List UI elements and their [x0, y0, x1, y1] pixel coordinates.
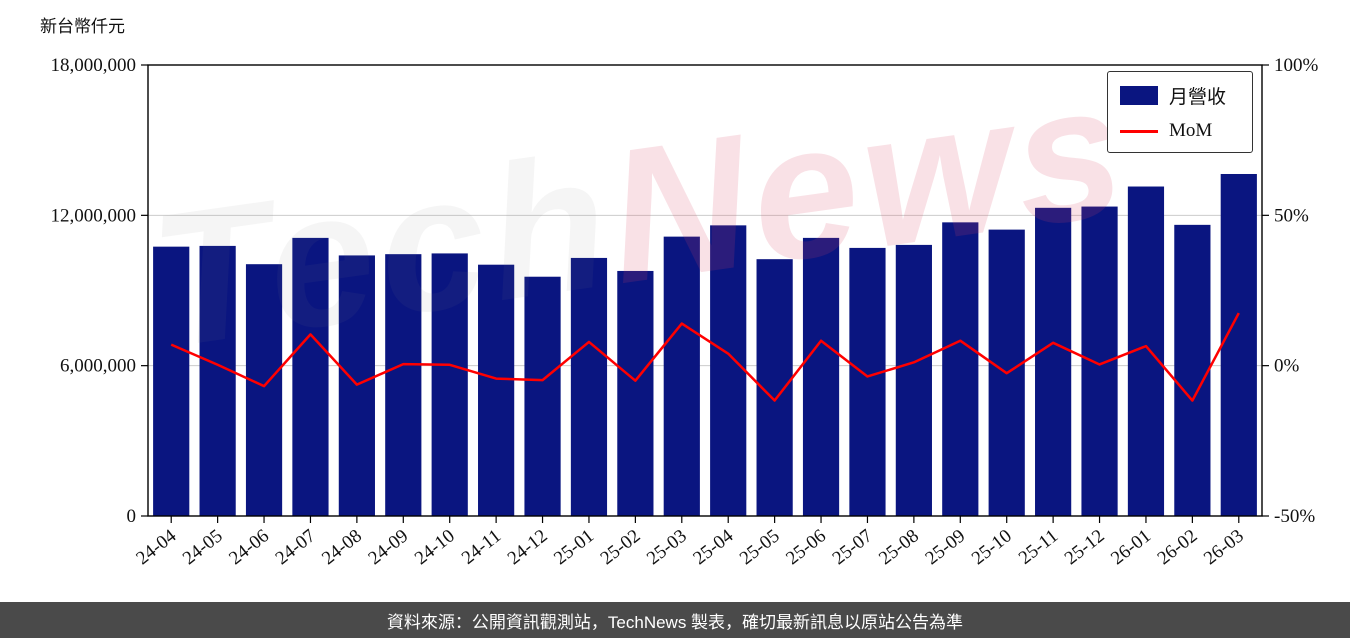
revenue-bar [1174, 224, 1211, 517]
revenue-bar [385, 254, 422, 517]
y-right-tick-label: 0% [1274, 356, 1300, 377]
mom-line [170, 312, 1240, 402]
x-tick-label: 25-02 [597, 525, 645, 569]
legend-row-revenue: 月營收 [1120, 82, 1240, 109]
x-tick-label: 25-10 [968, 525, 1016, 569]
footer-bar: 資料來源：公開資訊觀測站，TechNews 製表，確切最新訊息以原站公告為準 [0, 602, 1350, 638]
x-tick-label: 25-06 [782, 525, 830, 569]
y-right-tick-label: 100% [1274, 55, 1319, 76]
x-tick-label: 24-04 [132, 525, 180, 569]
revenue-bar [431, 253, 468, 516]
x-tick-label: 25-03 [643, 525, 691, 569]
x-tick-label: 25-04 [689, 525, 737, 569]
revenue-bar [199, 245, 236, 516]
legend-line-label: MoM [1169, 120, 1213, 141]
x-tick-label: 25-01 [550, 525, 598, 569]
x-tick-label: 26-02 [1154, 525, 1202, 569]
revenue-bar [942, 222, 979, 517]
revenue-bar [1220, 173, 1257, 516]
x-tick-label: 25-09 [922, 525, 970, 569]
chart-canvas: 0 6,000,000 12,000,000 18,000,000 -50% 0% 50% 1… [51, 55, 1319, 569]
y-axis-unit-label: 新台幣仟元 [40, 17, 125, 36]
revenue-bar [570, 257, 608, 516]
x-tick-label: 24-06 [225, 525, 273, 569]
revenue-bar [849, 247, 886, 516]
plot-border [147, 64, 1263, 517]
revenue-bar [1035, 207, 1072, 517]
x-tick-label: 25-11 [1015, 525, 1062, 568]
revenue-chart: 新台幣仟元 0 6,000,000 12,000,000 18,000,000 -50%… [40, 17, 1319, 569]
revenue-bar [292, 237, 329, 516]
revenue-bar [478, 264, 515, 516]
x-tick-label: 25-07 [829, 525, 877, 569]
y-left-tick-label: 18,000,000 [51, 55, 137, 76]
revenue-bar [617, 270, 654, 516]
revenue-bar [524, 276, 561, 516]
x-tick-label: 26-01 [1107, 525, 1155, 569]
revenue-bar [802, 237, 840, 516]
x-tick-label: 25-08 [875, 525, 923, 569]
y-right-tick-label: 50% [1274, 205, 1309, 226]
x-tick-label: 25-05 [736, 525, 784, 569]
revenue-bar [1081, 206, 1118, 516]
y-left-tick-label: 12,000,000 [51, 205, 137, 226]
y-right-tick-label: -50% [1274, 506, 1315, 527]
x-tick-label: 24-12 [504, 525, 552, 569]
x-tick-label: 26-03 [1200, 525, 1248, 569]
revenue-bar [895, 244, 932, 516]
y-left-tick-label: 0 [127, 506, 137, 527]
x-tick-label: 24-11 [458, 525, 505, 568]
revenue-bar [153, 246, 190, 516]
y-left-tick-label: 6,000,000 [60, 356, 136, 377]
revenue-bar [663, 236, 700, 516]
footer-text: 資料來源：公開資訊觀測站，TechNews 製表，確切最新訊息以原站公告為準 [386, 612, 964, 632]
x-tick-label: 24-10 [411, 525, 459, 569]
chart-legend: 月營收 MoM [1107, 71, 1253, 153]
legend-line-swatch [1120, 129, 1158, 133]
x-tick-label: 25-12 [1061, 525, 1109, 569]
x-tick-label: 24-05 [179, 525, 227, 569]
legend-row-mom: MoM [1120, 120, 1240, 142]
legend-bar-swatch [1120, 86, 1158, 105]
revenue-bar [710, 225, 747, 516]
x-tick-label: 24-09 [365, 525, 413, 569]
x-tick-label: 24-07 [272, 525, 320, 569]
revenue-bar [245, 264, 283, 516]
x-tick-label: 24-08 [318, 525, 366, 569]
legend-bar-label: 月營收 [1169, 87, 1227, 108]
